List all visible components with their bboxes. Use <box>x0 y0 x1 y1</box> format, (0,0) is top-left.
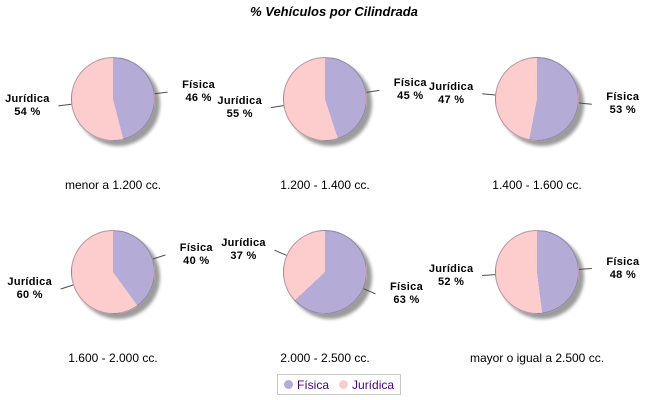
slice-name: Física <box>179 242 213 254</box>
slice-label-fisica: Física 40 % <box>168 242 224 268</box>
slice-value: 47 % <box>438 93 465 106</box>
pie-chart-5 <box>283 230 367 314</box>
slice-name: Jurídica <box>217 94 262 107</box>
pie-chart-4 <box>71 230 155 314</box>
category-label: menor a 1.200 cc. <box>64 178 162 192</box>
pie-chart-6 <box>495 230 579 314</box>
slice-label-juridica: Jurídica 55 % <box>212 95 268 121</box>
slice-label-juridica: Jurídica 37 % <box>216 237 272 263</box>
leader-line-fisica <box>154 91 168 95</box>
category-label: 2.000 - 2.500 cc. <box>280 351 370 365</box>
leader-line-fisica <box>578 102 592 105</box>
slice-label-fisica: Física 45 % <box>382 77 438 103</box>
leader-line-juridica <box>60 284 74 290</box>
slice-label-fisica: Física 63 % <box>379 281 435 307</box>
leader-line-fisica <box>366 89 380 93</box>
slice-name: Física <box>606 91 640 104</box>
slice-label-juridica: Jurídica 47 % <box>423 81 479 107</box>
slice-value: 46 % <box>185 92 212 105</box>
leader-line-juridica <box>482 93 496 96</box>
slice-value: 40 % <box>183 255 210 267</box>
slice-value: 53 % <box>609 104 636 117</box>
juridica-color-swatch <box>339 380 349 389</box>
slice-name: Jurídica <box>7 276 52 288</box>
slice-value: 52 % <box>437 275 465 288</box>
legend: Física Jurídica <box>277 374 402 395</box>
slice-value: 54 % <box>14 105 41 118</box>
slice-value: 45 % <box>397 90 424 103</box>
leader-line-juridica <box>274 249 287 256</box>
slice-name: Física <box>606 255 640 268</box>
slice-label-juridica: Jurídica 60 % <box>2 276 58 302</box>
leader-line-fisica <box>578 268 592 270</box>
pie-cell-2: Física 45 % Jurídica 55 % 1.200 - 1.400 … <box>217 30 432 200</box>
pie-cell-6: Física 48 % Jurídica 52 % mayor o igual … <box>429 203 644 373</box>
leader-line-juridica <box>482 274 496 276</box>
category-label: 1.600 - 2.000 cc. <box>68 351 158 365</box>
slice-name: Jurídica <box>5 92 50 105</box>
pie-chart-3 <box>495 57 579 141</box>
chart-title: % Vehículos por Cilindrada <box>250 4 418 19</box>
legend-label-fisica: Física <box>297 377 330 392</box>
pie-cell-5: Física 63 % Jurídica 37 % 2.000 - 2.500 … <box>218 203 432 373</box>
leader-line-juridica <box>58 103 72 107</box>
slice-label-juridica: Jurídica 52 % <box>423 263 479 289</box>
slice-name: Física <box>390 280 423 293</box>
pie-chart-2 <box>283 57 367 141</box>
category-label: mayor o igual a 2.500 cc. <box>469 351 605 365</box>
slice-value: 48 % <box>609 268 637 281</box>
pie-cell-1: Física 46 % Jurídica 54 % menor a 1.200 … <box>5 30 220 200</box>
leader-line-fisica <box>152 254 166 260</box>
slice-value: 37 % <box>230 250 257 263</box>
leader-line-juridica <box>270 105 284 109</box>
slice-name: Jurídica <box>428 80 474 93</box>
legend-item-juridica: Jurídica <box>339 378 394 392</box>
slice-name: Física <box>182 79 216 92</box>
category-label: 1.400 - 1.600 cc. <box>492 178 582 192</box>
slice-name: Jurídica <box>221 237 266 250</box>
slice-value: 63 % <box>393 293 420 306</box>
slice-label-fisica: Física 48 % <box>595 256 650 282</box>
slice-name: Jurídica <box>428 262 474 275</box>
slice-label-fisica: Física 46 % <box>171 79 227 105</box>
slice-value: 55 % <box>226 107 253 120</box>
pie-cell-3: Física 53 % Jurídica 47 % 1.400 - 1.600 … <box>429 30 644 200</box>
pie-chart-1 <box>71 57 155 141</box>
slice-name: Física <box>393 77 427 90</box>
legend-label-juridica: Jurídica <box>352 377 395 392</box>
slice-value: 60 % <box>16 289 43 301</box>
category-label: 1.200 - 1.400 cc. <box>280 178 370 192</box>
leader-line-fisica <box>363 288 376 295</box>
pie-cell-4: Física 40 % Jurídica 60 % 1.600 - 2.000 … <box>6 203 220 373</box>
slice-label-juridica: Jurídica 54 % <box>0 93 55 119</box>
legend-item-fisica: Física <box>284 378 329 392</box>
slice-label-fisica: Física 53 % <box>595 91 650 117</box>
fisica-color-swatch <box>284 380 293 389</box>
